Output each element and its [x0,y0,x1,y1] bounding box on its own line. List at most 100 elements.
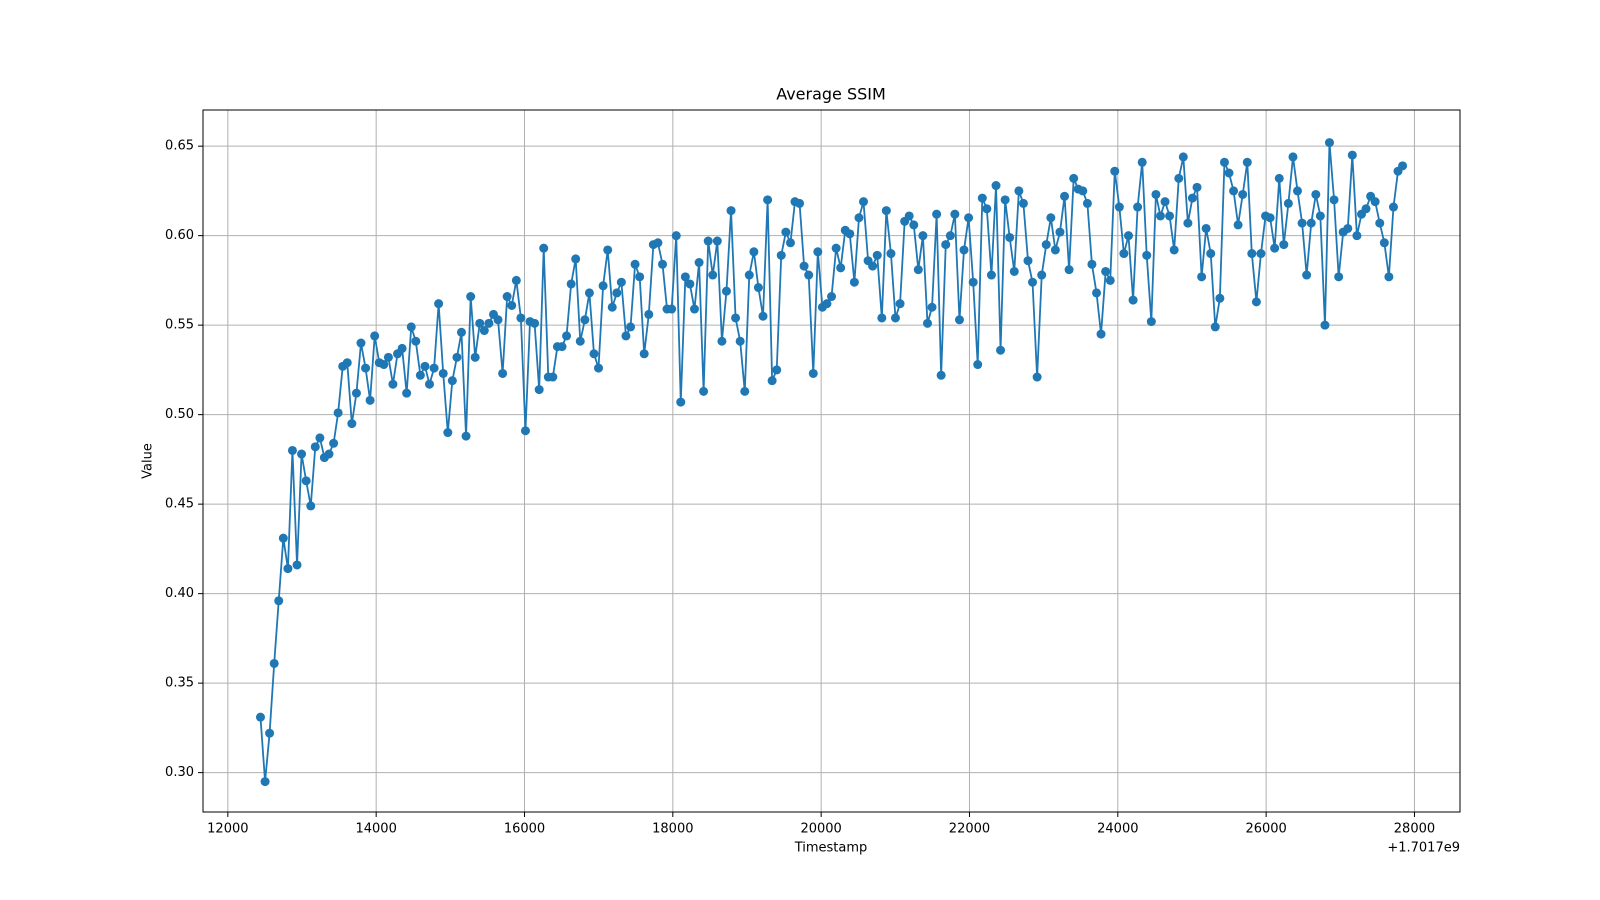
data-point [772,365,782,375]
data-point [1105,275,1115,285]
data-point [1215,293,1225,303]
data-point [1178,152,1188,162]
data-point [1165,211,1175,221]
data-point [402,388,412,398]
data-point [269,658,279,668]
data-point [301,476,311,486]
data-point [653,238,663,248]
data-point [1274,173,1284,183]
data-point [424,379,434,389]
data-point [1352,231,1362,241]
data-point [1279,240,1289,250]
data-point [498,368,508,378]
data-point [708,270,718,280]
y-axis-label: Value [141,443,156,479]
data-point [562,331,572,341]
data-point [397,343,407,353]
data-point [447,376,457,386]
data-point [1146,317,1156,327]
data-point [470,352,480,362]
data-point [667,304,677,314]
data-point [950,209,960,219]
data-point [297,449,307,459]
data-point [1037,270,1047,280]
data-point [936,370,946,380]
data-point [699,386,709,396]
data-point [516,313,526,323]
data-point [466,292,476,302]
data-point [726,206,736,216]
data-point [456,327,466,337]
data-point [795,198,805,208]
data-point [1137,157,1147,167]
data-point [383,352,393,362]
data-point [712,236,722,246]
data-point [954,315,964,325]
data-point [361,363,371,373]
data-point [1055,227,1065,237]
data-point [918,231,928,241]
y-tick-label: 0.50 [165,407,194,422]
data-point [868,261,878,271]
data-point [849,277,859,287]
data-point [721,286,731,296]
data-point [977,193,987,203]
data-point [333,408,343,418]
data-point [1187,193,1197,203]
data-point [530,318,540,328]
data-point [612,288,622,298]
data-point [968,277,978,287]
data-point [621,331,631,341]
data-point [575,336,585,346]
data-point [630,259,640,269]
x-tick-label: 16000 [504,822,545,837]
data-point [1028,277,1038,287]
data-point [1288,152,1298,162]
data-point [781,227,791,237]
x-tick-label: 28000 [1394,822,1435,837]
data-point [804,270,814,280]
data-point [813,247,823,257]
data-point [904,211,914,221]
data-point [1009,266,1019,276]
data-point [923,318,933,328]
data-point [945,231,955,241]
data-point [1119,249,1129,259]
data-point [1000,195,1010,205]
data-point [1247,249,1257,259]
y-tick-label: 0.30 [165,765,194,780]
data-point [1192,182,1202,192]
data-point [351,388,361,398]
data-point [429,363,439,373]
data-point [1311,189,1321,199]
x-tick-label: 22000 [949,822,990,837]
data-point [356,338,366,348]
data-point [1133,202,1143,212]
data-point [1023,256,1033,266]
data-point [1343,223,1353,233]
data-point [1329,195,1339,205]
data-point [658,259,668,269]
data-point [1334,272,1344,282]
data-point [1201,223,1211,233]
data-point [1087,259,1097,269]
y-tick-label: 0.65 [165,139,194,154]
data-point [1041,240,1051,250]
data-point [461,431,471,441]
data-point [973,360,983,370]
data-point [571,254,581,264]
plot-frame [202,109,1461,813]
data-point [1151,189,1161,199]
data-point [310,442,320,452]
data-point [370,331,380,341]
data-point [589,349,599,359]
data-point [1361,204,1371,214]
data-point [740,386,750,396]
data-point [1306,218,1316,228]
data-point [827,292,837,302]
data-point [680,272,690,282]
data-point [1233,220,1243,230]
data-point [1370,197,1380,207]
data-point [534,385,544,395]
data-point [1293,186,1303,196]
